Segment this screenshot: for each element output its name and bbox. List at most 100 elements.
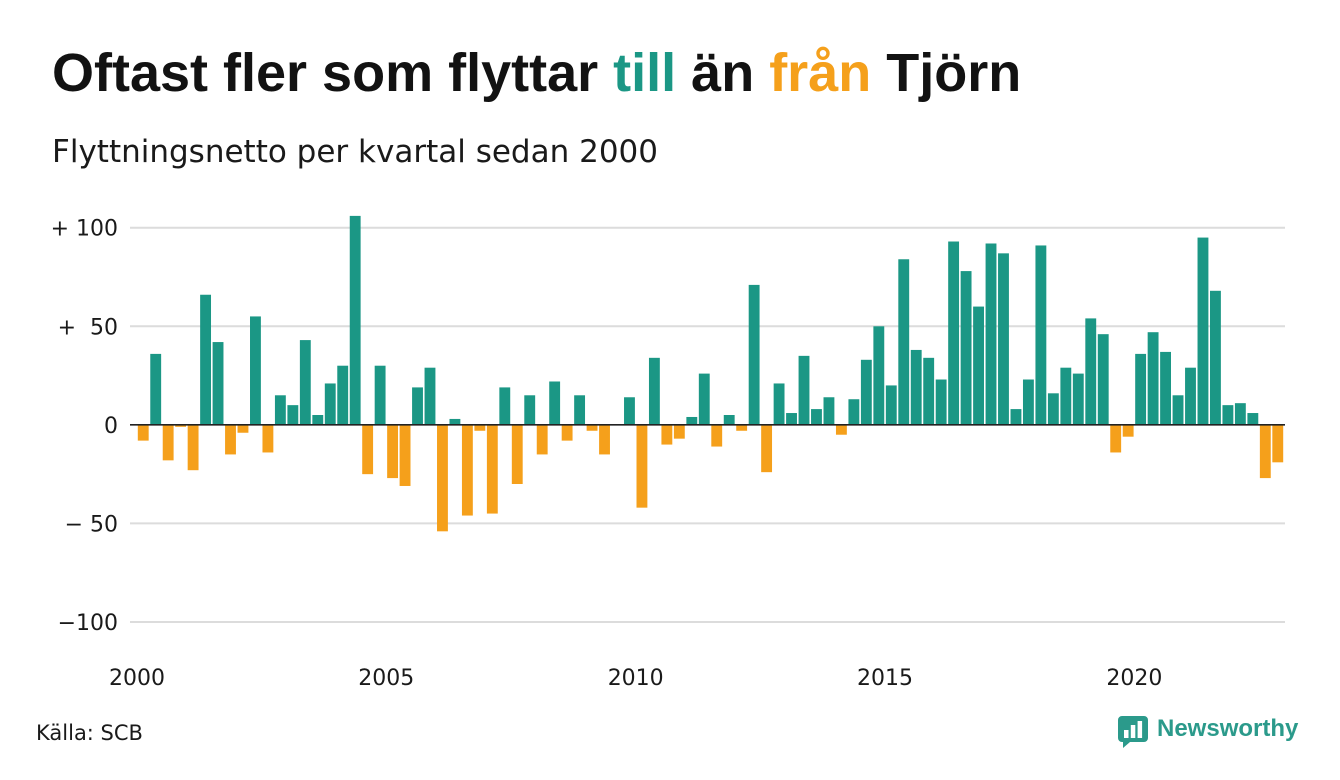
bar-positive: [873, 326, 885, 425]
bar-positive: [786, 413, 797, 425]
bar-positive: [337, 365, 349, 425]
bar-positive: [1160, 351, 1171, 425]
x-tick-label: 2010: [608, 666, 664, 691]
bar-positive: [150, 353, 162, 425]
bar-negative: [262, 424, 274, 453]
bar-positive: [212, 342, 224, 425]
bar-positive: [1197, 237, 1209, 425]
bar-positive: [549, 381, 561, 425]
bar-positive: [1135, 353, 1147, 425]
bar-positive: [374, 365, 386, 425]
bar-negative: [835, 424, 847, 435]
bar-positive: [998, 253, 1009, 425]
bar-negative: [461, 424, 473, 516]
bar-positive: [524, 395, 536, 425]
x-tick-label: 2015: [857, 666, 913, 691]
bar-positive: [1210, 290, 1221, 425]
bar-negative: [137, 424, 149, 441]
bar-positive: [798, 355, 810, 425]
bar-positive: [312, 415, 324, 425]
bar-positive: [935, 379, 947, 425]
bar-positive: [910, 349, 922, 425]
bar-positive: [848, 399, 860, 425]
bar-negative: [661, 424, 673, 445]
bar-positive: [773, 383, 785, 425]
bar-positive: [823, 397, 835, 425]
y-axis-labels: + 100 + 50 0 − 50 −100: [51, 217, 118, 636]
bar-negative: [673, 424, 685, 439]
bar-positive: [1035, 245, 1047, 425]
bar-positive: [449, 418, 461, 425]
bar-positive: [1047, 393, 1059, 425]
bar-positive: [1022, 379, 1034, 425]
bar-positive: [723, 415, 735, 425]
bar-positive: [985, 243, 997, 425]
bar-positive: [1097, 334, 1109, 425]
bar-positive: [349, 215, 361, 425]
bar-negative: [399, 424, 411, 486]
y-tick-label: − 50: [65, 512, 118, 537]
bar-positive: [412, 387, 423, 425]
bar-positive: [1247, 413, 1259, 425]
bar-positive: [299, 340, 311, 425]
newsworthy-logo-icon: [1118, 716, 1148, 748]
bar-negative: [636, 424, 648, 508]
bar-positive: [648, 357, 660, 425]
bar-positive: [624, 397, 635, 425]
bar-negative: [362, 424, 374, 475]
title-tail: Tjörn: [886, 43, 1022, 103]
bar-positive: [1085, 318, 1097, 425]
x-axis-labels: 2000 2005 2010 2015 2020: [109, 666, 1162, 691]
bar-negative: [511, 424, 523, 484]
title-negative-word: från: [769, 43, 872, 103]
y-tick-label: + 50: [58, 315, 118, 340]
bar-positive: [1072, 373, 1084, 425]
bar-negative: [225, 424, 236, 455]
bar-negative: [175, 424, 187, 427]
bar-negative: [736, 424, 748, 431]
bar-positive: [1060, 367, 1072, 425]
bar-negative: [536, 424, 548, 455]
bar-positive: [948, 241, 960, 425]
bar-positive: [1172, 395, 1184, 425]
bar-negative: [437, 424, 448, 532]
bar-positive: [200, 294, 212, 425]
bar-positive: [1185, 367, 1196, 425]
bar-negative: [1110, 424, 1122, 453]
bar-positive: [960, 271, 972, 425]
bar-positive: [860, 359, 872, 425]
source-note: Källa: SCB: [36, 721, 143, 745]
bar-positive: [250, 316, 261, 425]
bar-positive: [686, 416, 698, 425]
y-tick-label: + 100: [51, 217, 118, 242]
bars: [137, 215, 1284, 532]
bar-positive: [898, 259, 910, 425]
bar-negative: [561, 424, 573, 441]
bar-negative: [711, 424, 723, 447]
bar-positive: [324, 383, 336, 425]
x-tick-label: 2020: [1106, 666, 1162, 691]
bar-positive: [1222, 405, 1234, 425]
title-lead: Oftast fler som flyttar: [52, 43, 599, 103]
brand-logo-text: Newsworthy: [1157, 715, 1299, 742]
y-tick-label: 0: [104, 414, 118, 439]
bar-negative: [599, 424, 610, 455]
bar-positive: [424, 367, 436, 425]
bar-negative: [586, 424, 598, 431]
bar-positive: [885, 385, 897, 425]
bar-positive: [973, 306, 984, 425]
title-middle: än: [691, 43, 755, 103]
bar-negative: [1272, 424, 1284, 463]
title-positive-word: till: [613, 43, 677, 103]
bar-negative: [187, 424, 199, 471]
x-tick-label: 2000: [109, 666, 165, 691]
chart-title: Oftast fler som flyttar till än från Tjö…: [52, 46, 1021, 100]
bar-positive: [748, 284, 760, 425]
bar-negative: [761, 424, 773, 473]
chart-subtitle: Flyttningsnetto per kvartal sedan 2000: [52, 134, 658, 170]
bar-negative: [1122, 424, 1134, 437]
bar-negative: [486, 424, 498, 514]
bar-positive: [698, 373, 710, 425]
bar-positive: [923, 357, 935, 425]
